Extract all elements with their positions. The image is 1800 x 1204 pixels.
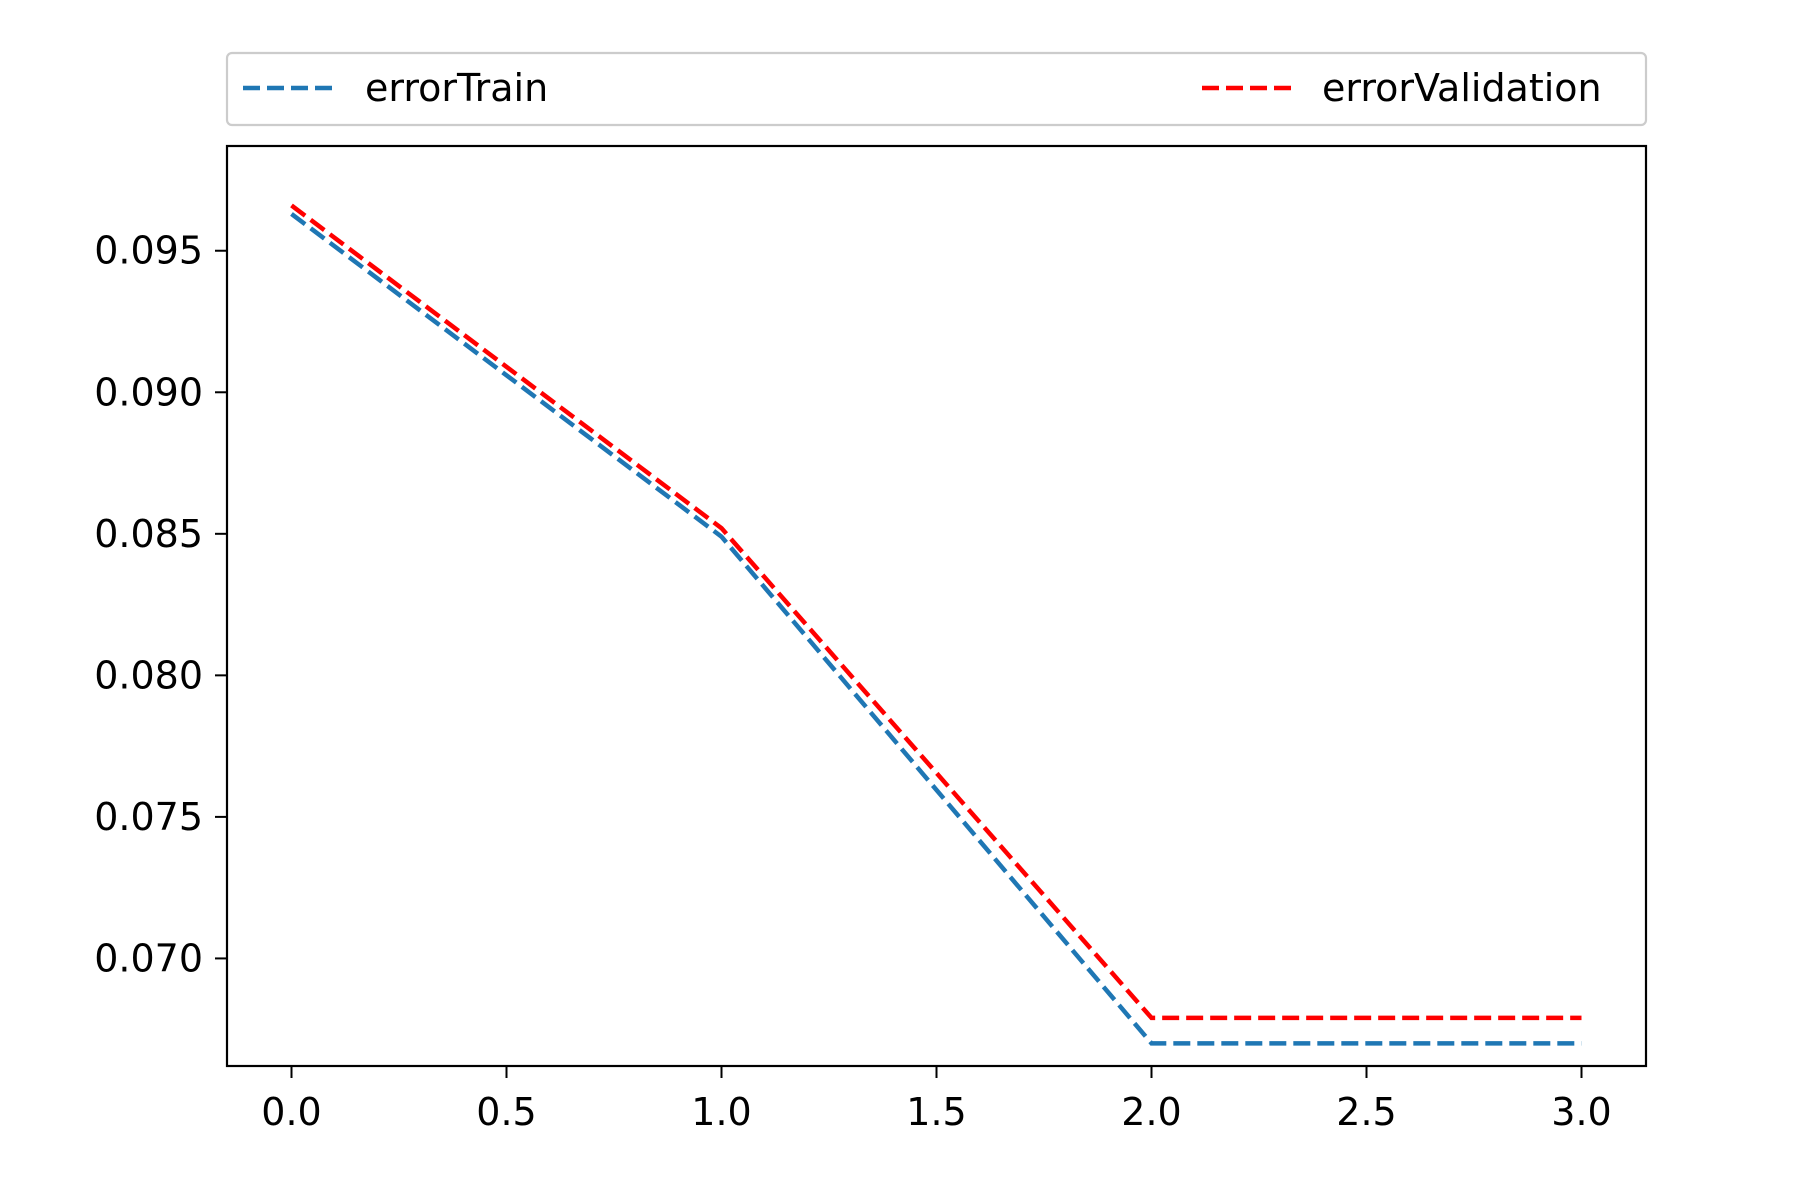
- plot-frame: [225, 144, 1648, 1068]
- x-tick-label: 0.5: [476, 1090, 536, 1134]
- y-tick-label: 0.095: [94, 229, 203, 273]
- series-lines: [290, 203, 1582, 1046]
- x-tick-label: 2.0: [1121, 1090, 1181, 1134]
- x-tick-label: 2.5: [1336, 1090, 1396, 1134]
- y-tick-label: 0.080: [94, 653, 203, 697]
- x-tick-label: 1.5: [906, 1090, 966, 1134]
- y-tick-label: 0.090: [94, 370, 203, 414]
- series-line-errorValidation: [290, 203, 1582, 1021]
- y-tick-label: 0.070: [94, 936, 203, 980]
- x-tick-label: 1.0: [691, 1090, 751, 1134]
- series-line-errorTrain: [290, 212, 1582, 1046]
- axes: 0.0 0.5 1.0 1.5 2.0 2.5 3.0 0.070 0.075 0.080 0.08…: [94, 144, 1648, 1134]
- x-tick-label: 3.0: [1551, 1090, 1611, 1134]
- y-tick-label: 0.075: [94, 795, 203, 839]
- legend-label-errorTrain: errorTrain: [365, 66, 548, 110]
- legend-label-errorValidation: errorValidation: [1322, 66, 1602, 110]
- legend: errorTrain errorValidation: [225, 51, 1648, 127]
- legend-box: [225, 51, 1648, 127]
- x-tick-label: 0.0: [261, 1090, 321, 1134]
- y-tick-label: 0.085: [94, 512, 203, 556]
